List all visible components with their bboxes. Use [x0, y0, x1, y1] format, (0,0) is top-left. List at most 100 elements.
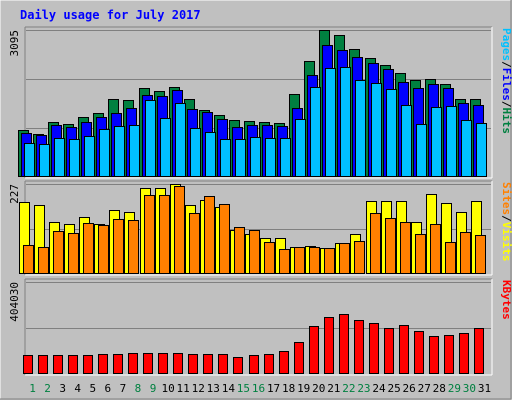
bar-sites-day-4	[68, 233, 79, 274]
bar-kbytes-day-7	[113, 354, 123, 374]
bar-sites-day-16	[249, 230, 260, 274]
bar-sites-day-21	[324, 248, 335, 274]
bar-pages-day-12	[190, 128, 201, 177]
bar-sites-day-19	[294, 247, 305, 274]
bar-kbytes-day-10	[158, 353, 168, 374]
bar-sites-day-5	[83, 223, 94, 274]
x-tick-day-9: 9	[150, 382, 157, 395]
panel-legend: KBytes	[500, 280, 512, 320]
bar-kbytes-day-6	[98, 354, 108, 374]
bar-kbytes-day-3	[53, 355, 63, 374]
bar-pages-day-23	[355, 80, 366, 177]
bar-kbytes-day-31	[474, 328, 484, 374]
bar-sites-day-29	[445, 242, 456, 274]
bar-kbytes-day-2	[38, 355, 48, 374]
bar-pages-day-1	[24, 143, 35, 177]
bar-pages-day-3	[54, 138, 65, 177]
x-tick-day-24: 24	[372, 382, 386, 395]
x-tick-day-12: 12	[192, 382, 205, 395]
x-tick-day-5: 5	[89, 382, 96, 395]
bar-kbytes-day-18	[279, 351, 289, 374]
bar-sites-day-3	[53, 231, 64, 274]
bar-kbytes-day-24	[369, 323, 379, 374]
bar-pages-day-8	[129, 125, 140, 177]
legend-kbytes: KBytes	[500, 280, 512, 320]
x-tick-day-8: 8	[135, 382, 142, 395]
x-tick-day-25: 25	[387, 382, 400, 395]
bar-kbytes-day-29	[444, 335, 454, 374]
bar-pages-day-7	[114, 126, 125, 177]
bar-sites-day-11	[174, 186, 185, 274]
bar-sites-day-10	[159, 195, 170, 274]
bar-sites-day-31	[475, 235, 486, 274]
bar-kbytes-day-27	[414, 331, 424, 374]
bar-pages-day-11	[175, 103, 186, 177]
x-tick-day-2: 2	[44, 382, 51, 395]
bar-sites-day-15	[234, 227, 245, 274]
y-tick-label: 3095	[8, 30, 21, 57]
bar-pages-day-6	[99, 129, 110, 177]
bar-sites-day-6	[98, 225, 109, 274]
x-tick-day-13: 13	[207, 382, 220, 395]
x-tick-day-20: 20	[312, 382, 325, 395]
y-tick-label: 227	[8, 184, 21, 204]
bar-kbytes-day-9	[143, 353, 153, 374]
bar-pages-day-20	[310, 87, 321, 177]
bar-sites-day-18	[279, 249, 290, 274]
bar-sites-day-23	[354, 241, 365, 274]
bar-pages-day-30	[461, 120, 472, 177]
bar-pages-day-25	[386, 89, 397, 177]
x-tick-day-26: 26	[403, 382, 416, 395]
bar-sites-day-13	[204, 196, 215, 274]
bar-kbytes-day-16	[249, 355, 259, 374]
bar-sites-day-1	[23, 245, 34, 274]
bar-pages-day-21	[325, 68, 336, 177]
legend-separator: /	[500, 215, 512, 222]
bar-sites-day-2	[38, 247, 49, 274]
bar-kbytes-day-5	[83, 355, 93, 374]
bar-sites-day-22	[339, 243, 350, 274]
x-tick-day-17: 17	[267, 382, 280, 395]
legend-pages: Pages	[500, 28, 512, 61]
x-tick-day-4: 4	[74, 382, 81, 395]
bar-kbytes-day-30	[459, 333, 469, 374]
chart-panel-3: 404030 KBytes	[8, 278, 512, 376]
panel-legend: Pages/Files/Hits	[500, 28, 512, 134]
bar-pages-day-13	[205, 132, 216, 177]
bar-sites-day-28	[430, 224, 441, 274]
bar-pages-day-24	[371, 83, 382, 177]
x-tick-day-23: 23	[357, 382, 370, 395]
bar-sites-day-12	[189, 213, 200, 274]
x-tick-day-1: 1	[29, 382, 36, 395]
chart-panel-2: 227 Sites/Visits	[8, 180, 512, 276]
x-tick-day-30: 30	[463, 382, 476, 395]
x-tick-day-3: 3	[59, 382, 66, 395]
legend-separator: /	[500, 101, 512, 108]
bar-kbytes-day-4	[68, 355, 78, 374]
bar-kbytes-day-23	[354, 320, 364, 374]
bar-sites-day-26	[400, 222, 411, 274]
legend-visits: Visits	[500, 222, 512, 262]
bar-sites-day-17	[264, 242, 275, 274]
x-tick-day-11: 11	[177, 382, 190, 395]
x-tick-day-28: 28	[433, 382, 446, 395]
bar-pages-day-28	[431, 107, 442, 177]
bar-pages-day-2	[39, 144, 50, 177]
x-tick-day-31: 31	[478, 382, 491, 395]
bar-sites-day-20	[309, 247, 320, 274]
bar-sites-day-25	[385, 218, 396, 274]
bar-pages-day-4	[69, 139, 80, 177]
bar-kbytes-day-26	[399, 325, 409, 374]
x-tick-day-19: 19	[297, 382, 310, 395]
bar-kbytes-day-21	[324, 317, 334, 374]
bar-pages-day-26	[401, 105, 412, 177]
x-tick-day-21: 21	[327, 382, 340, 395]
bar-sites-day-14	[219, 204, 230, 274]
bar-kbytes-day-22	[339, 314, 349, 374]
legend-hits: Hits	[500, 108, 512, 135]
bar-pages-day-10	[160, 118, 171, 177]
bar-pages-day-19	[295, 119, 306, 177]
y-tick-label: 404030	[8, 282, 21, 322]
